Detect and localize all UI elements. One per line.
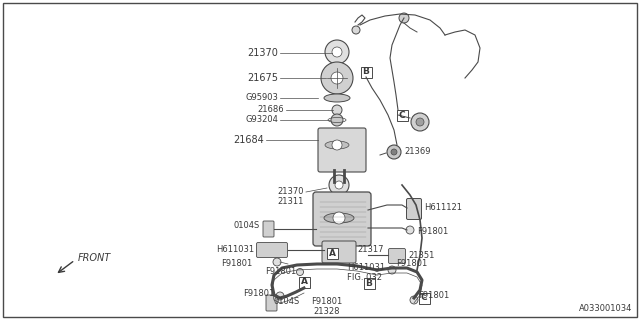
Text: F91801: F91801	[418, 292, 449, 300]
Bar	[397, 109, 408, 121]
Circle shape	[332, 47, 342, 57]
FancyBboxPatch shape	[406, 198, 422, 220]
Ellipse shape	[325, 141, 349, 149]
Text: 0104S: 0104S	[274, 297, 300, 306]
Text: F91801: F91801	[265, 268, 296, 276]
Text: 21369: 21369	[404, 148, 431, 156]
Circle shape	[276, 292, 284, 300]
Text: B: B	[363, 68, 369, 76]
FancyBboxPatch shape	[313, 192, 371, 246]
Text: F91801: F91801	[312, 298, 342, 307]
Circle shape	[332, 140, 342, 150]
Bar	[360, 67, 371, 77]
Circle shape	[296, 268, 303, 276]
Circle shape	[331, 114, 343, 126]
Text: 0104S: 0104S	[234, 221, 260, 230]
Text: A: A	[328, 249, 335, 258]
Text: 21684: 21684	[233, 135, 264, 145]
Text: G93204: G93204	[245, 116, 278, 124]
Ellipse shape	[324, 94, 350, 102]
Text: C: C	[399, 110, 405, 119]
FancyBboxPatch shape	[388, 249, 406, 263]
Circle shape	[406, 226, 414, 234]
Text: B: B	[365, 278, 372, 287]
Text: 21370: 21370	[278, 188, 304, 196]
Circle shape	[388, 266, 396, 274]
Circle shape	[352, 26, 360, 34]
Circle shape	[329, 175, 349, 195]
FancyBboxPatch shape	[263, 221, 274, 237]
Circle shape	[387, 145, 401, 159]
Text: 21311: 21311	[278, 197, 304, 206]
FancyBboxPatch shape	[266, 295, 277, 311]
Text: G95903: G95903	[245, 93, 278, 102]
Ellipse shape	[324, 213, 354, 223]
Text: H611031: H611031	[216, 245, 254, 254]
Bar	[298, 276, 310, 287]
Circle shape	[325, 40, 349, 64]
Text: 21351: 21351	[408, 251, 435, 260]
Circle shape	[391, 149, 397, 155]
Bar	[419, 292, 429, 303]
Text: A: A	[301, 277, 307, 286]
Circle shape	[410, 296, 418, 304]
FancyBboxPatch shape	[257, 243, 287, 258]
Text: FIG. 032: FIG. 032	[347, 274, 382, 283]
Text: 21675: 21675	[247, 73, 278, 83]
Text: 21328: 21328	[314, 307, 340, 316]
Circle shape	[399, 13, 409, 23]
Text: H611121: H611121	[424, 204, 462, 212]
FancyBboxPatch shape	[318, 128, 366, 172]
Circle shape	[333, 212, 345, 224]
FancyBboxPatch shape	[322, 241, 356, 263]
Bar	[364, 277, 374, 289]
Text: C: C	[420, 293, 428, 302]
Text: F91801: F91801	[396, 260, 428, 268]
Text: A033001034: A033001034	[579, 304, 632, 313]
Bar	[326, 247, 337, 259]
Text: F91801: F91801	[221, 260, 252, 268]
Circle shape	[331, 72, 343, 84]
Circle shape	[332, 105, 342, 115]
Circle shape	[321, 62, 353, 94]
Circle shape	[273, 258, 281, 266]
Circle shape	[416, 118, 424, 126]
Text: 21370: 21370	[247, 48, 278, 58]
Text: FRONT: FRONT	[78, 253, 111, 263]
Text: 21686: 21686	[257, 106, 284, 115]
Text: F91801: F91801	[417, 228, 448, 236]
Circle shape	[411, 113, 429, 131]
Text: 21317: 21317	[357, 245, 383, 254]
Text: F91801: F91801	[243, 290, 274, 299]
Circle shape	[335, 181, 343, 189]
Text: H611031: H611031	[347, 263, 385, 273]
